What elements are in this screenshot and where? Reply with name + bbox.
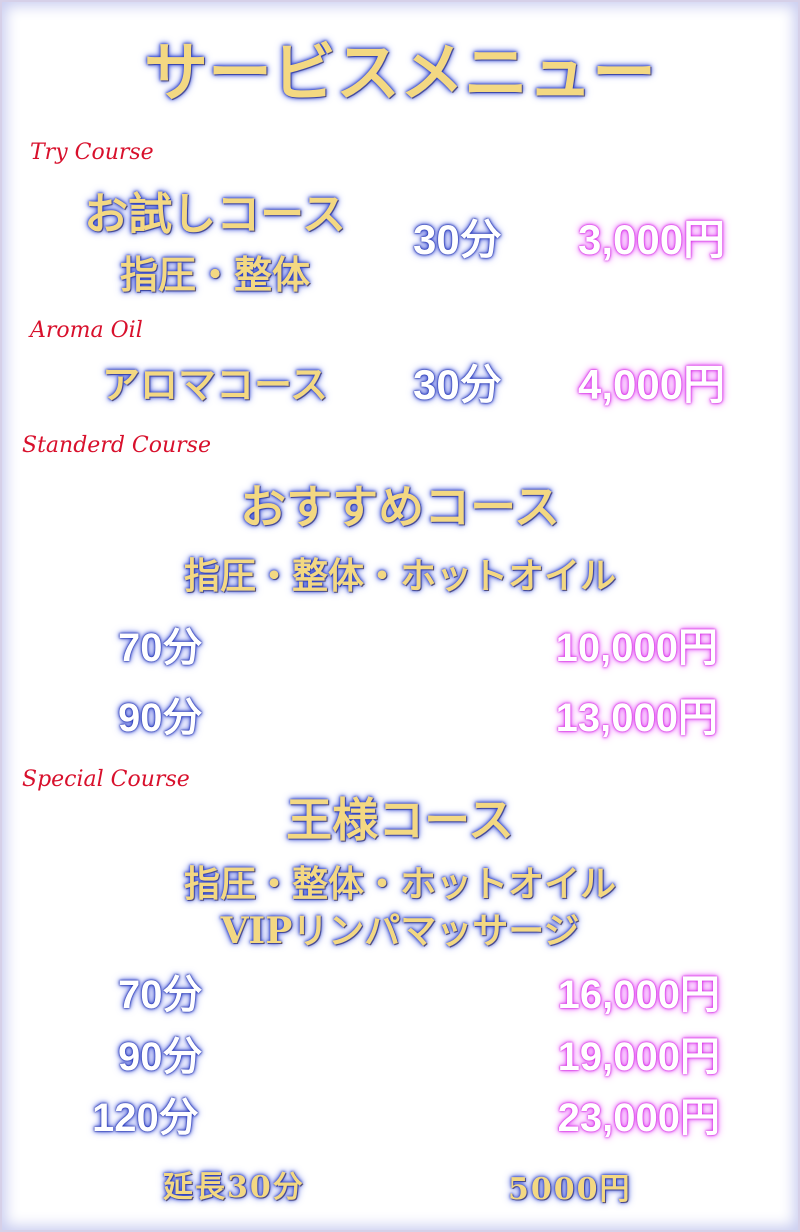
try-course-label: Try Course <box>30 140 154 165</box>
extension-label: 延長30分 <box>163 1170 305 1205</box>
special-price-70: 16,000円 <box>557 973 720 1017</box>
special-time-90: 90分 <box>118 1035 203 1079</box>
aroma-course-time: 30分 <box>413 361 502 408</box>
standard-course-name: おすすめコース <box>240 480 560 534</box>
standard-time-70: 70分 <box>118 626 203 670</box>
special-price-120: 23,000円 <box>557 1096 720 1140</box>
try-course-time: 30分 <box>413 216 502 263</box>
special-time-70: 70分 <box>118 973 203 1017</box>
special-course-name: 王様コース <box>286 793 514 847</box>
aroma-course-name: アロマコース <box>101 362 329 407</box>
extension-price: 5000円 <box>508 1172 632 1207</box>
aroma-course-label: Aroma Oil <box>30 318 143 343</box>
standard-price-90: 13,000円 <box>555 696 718 740</box>
try-course-price: 3,000円 <box>578 216 726 263</box>
standard-time-90: 90分 <box>118 696 203 740</box>
standard-course-sub: 指圧・整体・ホットオイル <box>183 555 617 597</box>
aroma-course-price: 4,000円 <box>578 361 726 408</box>
special-course-sub: 指圧・整体・ホットオイル <box>183 863 617 905</box>
special-course-sub2: VIPリンパマッサージ <box>220 910 580 952</box>
try-course-sub: 指圧・整体 <box>119 252 311 297</box>
special-price-90: 19,000円 <box>557 1035 720 1079</box>
standard-course-label: Standerd Course <box>22 433 211 458</box>
standard-price-70: 10,000円 <box>555 626 718 670</box>
special-course-label: Special Course <box>22 767 190 792</box>
page-title: サービスメニュー <box>144 36 656 111</box>
try-course-name: お試しコース <box>84 189 346 240</box>
special-time-120: 120分 <box>92 1096 199 1140</box>
